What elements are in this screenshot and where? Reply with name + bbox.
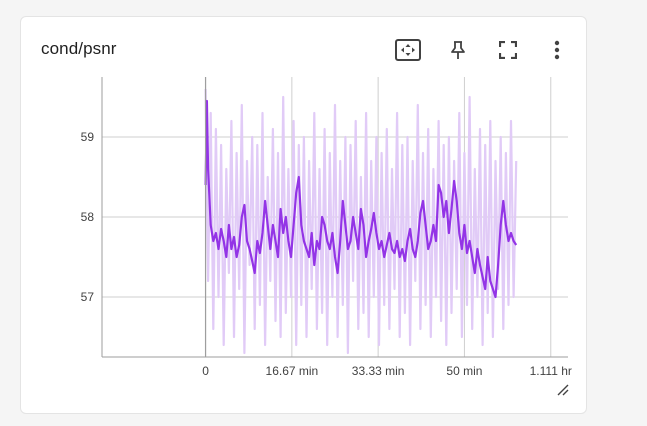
x-tick-label-3: 50 min xyxy=(446,364,482,378)
card-title: cond/psnr xyxy=(41,39,117,58)
x-tick-label-2: 33.33 min xyxy=(352,364,405,378)
y-tick-label-2: 59 xyxy=(81,130,95,144)
raw-series-layer xyxy=(204,88,518,355)
more-options-button[interactable] xyxy=(542,35,572,65)
line-chart[interactable]: 57 58 59 0 16.67 min 33.33 min 50 min 1.111 hr xyxy=(21,17,586,413)
more-vert-icon xyxy=(554,40,560,60)
x-tick-label-4: 1.111 hr xyxy=(530,364,572,378)
x-tick-label-0: 0 xyxy=(202,364,209,378)
tick-label-layer: 57 58 59 0 16.67 min 33.33 min 50 min 1.111 hr xyxy=(81,130,572,378)
smoothed-series-layer xyxy=(204,99,518,299)
smoothed-series-line[interactable] xyxy=(204,99,518,299)
x-tick-label-1: 16.67 min xyxy=(266,364,319,378)
axis-layer xyxy=(101,77,568,358)
fit-to-data-icon xyxy=(395,39,421,61)
fullscreen-button[interactable] xyxy=(493,35,523,65)
scalar-card: cond/psnr 57 58 59 0 16.67 min 33.33 mi xyxy=(20,16,587,414)
fullscreen-icon xyxy=(499,41,517,59)
pin-button[interactable] xyxy=(443,35,473,65)
resize-icon xyxy=(557,384,569,396)
y-tick-label-0: 57 xyxy=(81,290,95,304)
raw-series-line[interactable] xyxy=(204,88,518,355)
resize-handle[interactable] xyxy=(556,383,570,397)
y-tick-label-1: 58 xyxy=(81,210,95,224)
pin-icon xyxy=(451,41,465,59)
fit-domain-button[interactable] xyxy=(393,35,423,65)
